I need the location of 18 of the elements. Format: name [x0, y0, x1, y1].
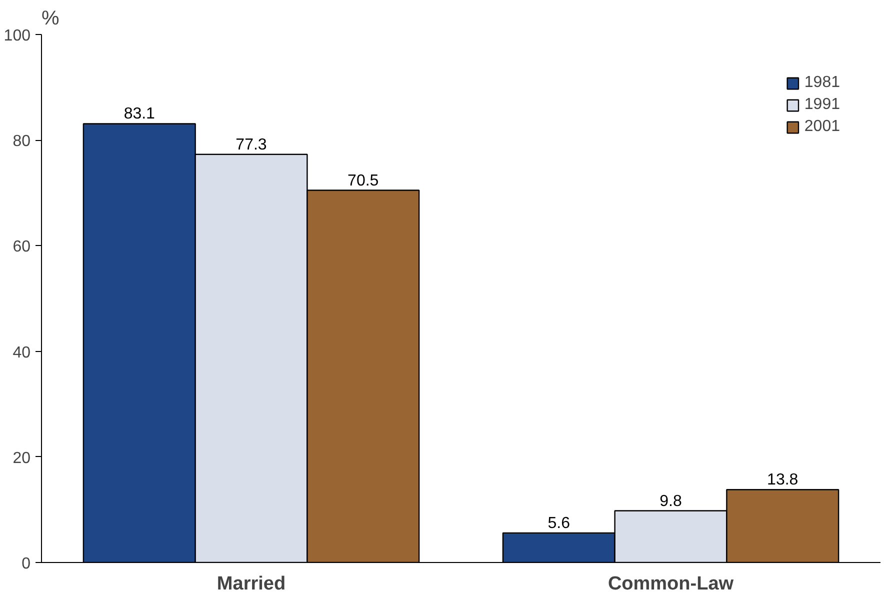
legend-label: 1991: [804, 96, 840, 114]
data-label: 70.5: [348, 172, 379, 190]
x-tick-label: Married: [216, 574, 286, 594]
y-axis-title: %: [42, 8, 60, 30]
y-tick-label: 0: [22, 556, 31, 572]
y-tick-label: 40: [12, 344, 31, 362]
legend-label: 1981: [804, 74, 840, 92]
y-tick-label: 60: [12, 238, 31, 256]
data-label: 83.1: [124, 106, 156, 123]
y-tick-label: 80: [12, 133, 31, 150]
data-label: 77.3: [236, 136, 267, 154]
y-tick-label: 100: [4, 28, 31, 44]
data-label: 5.6: [548, 514, 570, 532]
legend-label: 2001: [804, 118, 840, 136]
x-tick-label: Common-Law: [608, 574, 734, 594]
data-label: 9.8: [660, 492, 682, 510]
y-tick-label: 20: [12, 450, 31, 467]
data-label: 13.8: [767, 472, 798, 489]
